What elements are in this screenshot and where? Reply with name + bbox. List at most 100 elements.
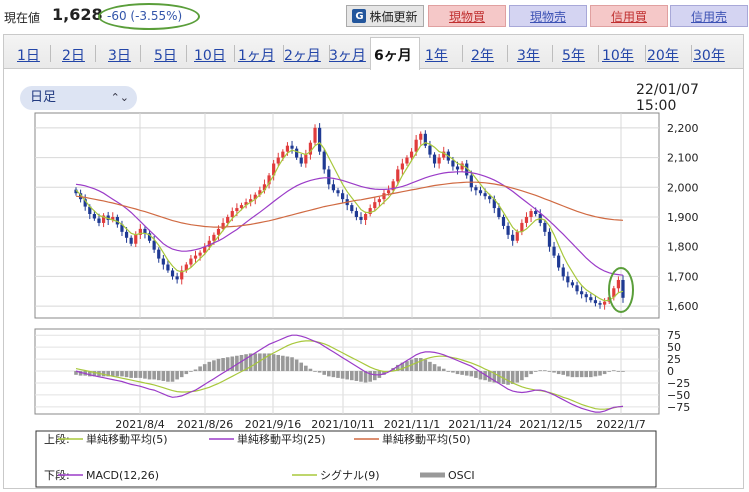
x-axis-date-label: 2021/10/11	[311, 418, 374, 431]
candle-body	[598, 303, 602, 305]
osci-bar	[464, 371, 469, 376]
osci-bar	[340, 371, 345, 379]
tab-1d[interactable]: 1日	[17, 48, 40, 64]
tab-6m[interactable]: 6ヶ月	[374, 48, 412, 64]
osci-bar	[166, 371, 170, 382]
candle-body	[460, 163, 464, 170]
price-y-tick-label: 2,000	[667, 181, 699, 194]
tab-1m[interactable]: 1ヶ月	[238, 48, 275, 64]
osci-bar	[616, 371, 621, 372]
osci-bar	[451, 371, 455, 373]
tab-3d[interactable]: 3日	[108, 48, 131, 64]
osci-bar	[87, 371, 92, 377]
candle-body	[74, 189, 78, 194]
tab-separator	[140, 45, 141, 62]
candle-body	[589, 297, 593, 301]
osci-bar	[299, 362, 304, 372]
tab-1y[interactable]: 1年	[425, 48, 448, 64]
tab-30y[interactable]: 30年	[693, 48, 725, 64]
candle-body	[423, 133, 427, 146]
candle-body	[396, 169, 400, 182]
cash-sell-button[interactable]: 現物売	[509, 5, 587, 27]
candle-body	[101, 215, 106, 223]
interval-select[interactable]: 日足 ⌃⌄	[20, 86, 137, 110]
candle-body	[584, 294, 588, 298]
osci-bar	[221, 358, 225, 372]
osci-bar	[547, 371, 552, 372]
osci-bar	[460, 371, 464, 375]
osci-bar	[143, 371, 147, 379]
osci-bar	[593, 371, 598, 377]
osci-bar	[262, 353, 267, 372]
osci-bar	[281, 355, 285, 372]
osci-bar	[336, 371, 340, 378]
osci-bar	[584, 371, 589, 378]
price-update-label: 株価更新	[369, 9, 418, 24]
candle-body	[249, 199, 253, 203]
candle-body	[318, 127, 322, 152]
osci-bar	[235, 355, 239, 372]
margin-sell-button[interactable]: 信用売	[670, 5, 748, 27]
candle-body	[561, 267, 565, 277]
osci-bar	[372, 371, 377, 381]
price-y-tick-label: 1,800	[667, 241, 699, 254]
candle-body	[515, 231, 519, 241]
osci-bar	[354, 371, 359, 381]
candle-body	[258, 190, 262, 195]
osci-bar	[331, 371, 336, 378]
cash-buy-label: 現物買	[448, 9, 485, 24]
candle-body	[262, 184, 267, 191]
osci-bar	[152, 371, 156, 380]
candle-body	[382, 193, 386, 200]
osci-bar	[432, 364, 437, 372]
tab-3y[interactable]: 3年	[517, 48, 540, 64]
osci-bar	[437, 366, 441, 372]
candle-body	[455, 166, 460, 170]
candle-body	[428, 145, 432, 155]
osci-bar	[607, 371, 612, 372]
macd-y-tick-label: −75	[667, 401, 690, 414]
latest-price-highlight-ellipse	[608, 267, 634, 313]
candle-body	[419, 133, 423, 140]
osci-bar	[487, 371, 492, 382]
tab-2m[interactable]: 2ヶ月	[284, 48, 321, 64]
cash-sell-label: 現物売	[529, 9, 566, 24]
candle-body	[134, 234, 138, 244]
candle-body	[120, 224, 124, 232]
osci-bar	[212, 360, 216, 372]
tab-2y[interactable]: 2年	[471, 48, 494, 64]
osci-bar	[124, 371, 129, 378]
tab-5d[interactable]: 5日	[154, 48, 177, 64]
tab-separator	[329, 45, 330, 62]
cash-buy-button[interactable]: 現物買	[428, 5, 506, 27]
tab-3m[interactable]: 3ヶ月	[329, 48, 366, 64]
osci-bar	[556, 371, 561, 375]
tab-2d[interactable]: 2日	[62, 48, 85, 64]
tab-separator	[50, 45, 51, 62]
tab-10y[interactable]: 10年	[602, 48, 634, 64]
osci-bar	[244, 354, 248, 372]
candle-body	[616, 279, 621, 289]
price-update-button[interactable]: G 株価更新	[346, 5, 424, 27]
candle-body	[235, 208, 239, 212]
osci-bar	[520, 371, 524, 381]
candle-body	[529, 211, 533, 217]
candle-body	[290, 145, 294, 149]
osci-bar	[101, 371, 106, 377]
candle-body	[469, 175, 473, 188]
candle-body	[386, 190, 391, 194]
candle-body	[115, 216, 119, 225]
signal-line	[75, 340, 624, 410]
candle-body	[253, 194, 257, 200]
candle-body	[198, 252, 202, 256]
macd-line	[75, 334, 624, 413]
candle-body	[506, 225, 510, 235]
osci-bar	[258, 353, 262, 372]
candle-body	[299, 157, 303, 164]
margin-buy-button[interactable]: 信用買	[590, 5, 668, 27]
osci-bar	[515, 371, 520, 383]
legend-item-label: OSCI	[448, 469, 475, 482]
tab-10d[interactable]: 10日	[194, 48, 226, 64]
tab-5y[interactable]: 5年	[562, 48, 585, 64]
tab-20y[interactable]: 20年	[647, 48, 679, 64]
